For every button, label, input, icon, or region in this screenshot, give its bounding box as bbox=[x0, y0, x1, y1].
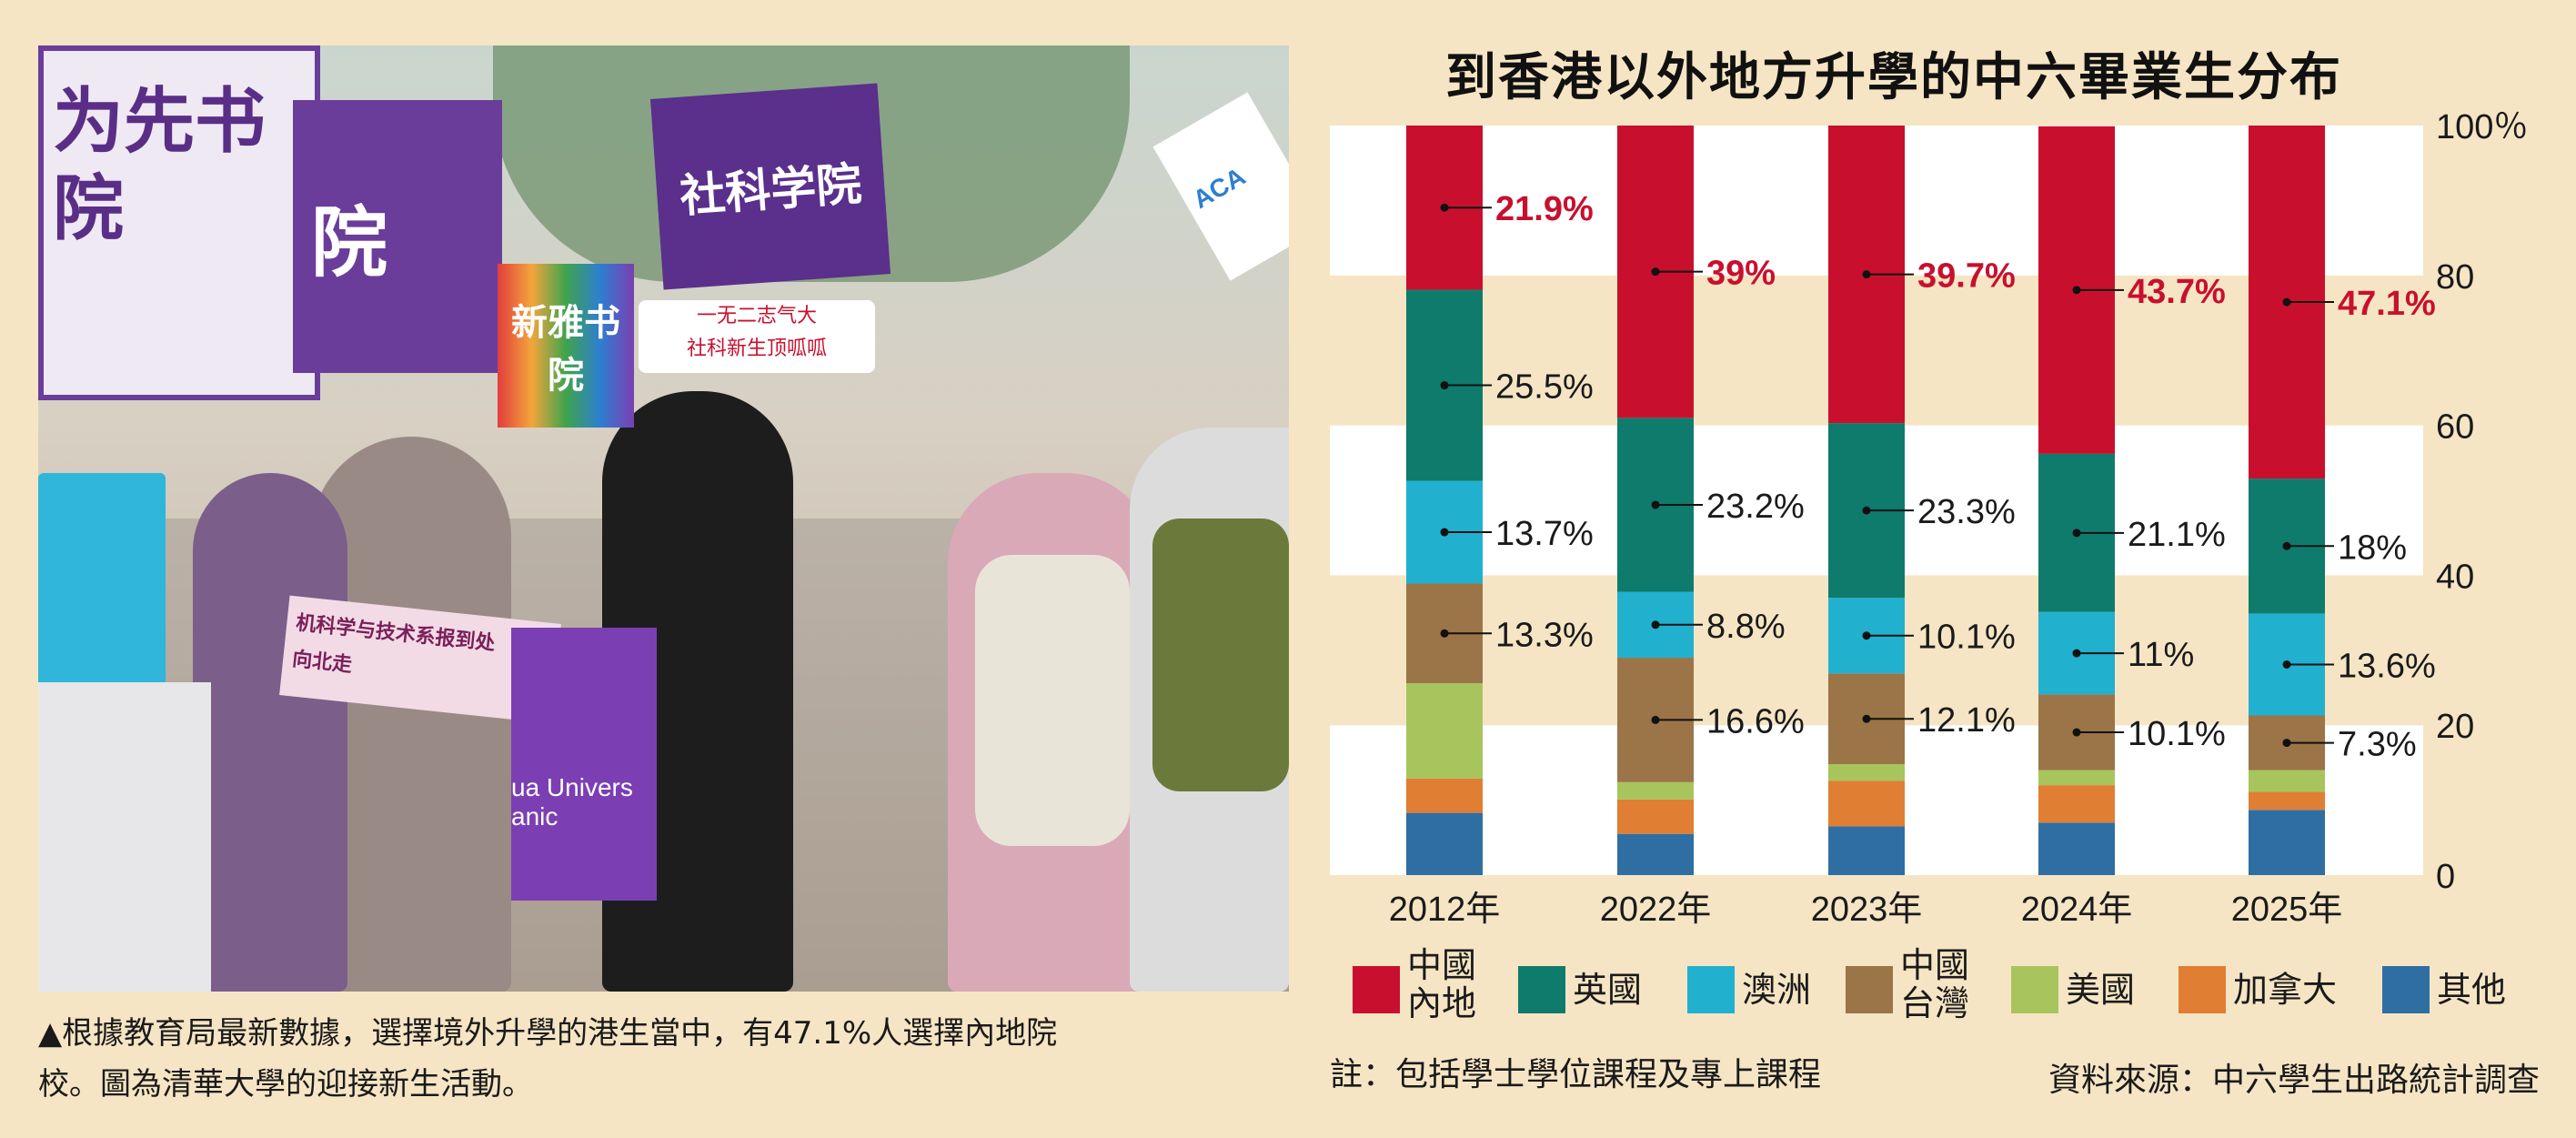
data-label-australia: 8.8% bbox=[1706, 608, 1786, 646]
x-tick-label: 2012年 bbox=[1389, 891, 1501, 929]
data-label-mainland: 47.1% bbox=[2338, 285, 2436, 323]
legend-swatch-taiwan bbox=[1846, 966, 1893, 1013]
banner-slogan: 一无二志气大 社科新生顶呱呱 bbox=[639, 300, 875, 373]
data-label-mainland: 39.7% bbox=[1917, 257, 2016, 296]
data-label-australia: 11% bbox=[2128, 636, 2194, 674]
legend-swatch-usa bbox=[2011, 966, 2058, 1013]
bar-segment-canada bbox=[2038, 785, 2115, 823]
data-label-taiwan: 7.3% bbox=[2338, 726, 2417, 764]
data-label-taiwan: 12.1% bbox=[1917, 701, 2016, 740]
bar-segment-usa bbox=[1828, 764, 1905, 781]
data-label-australia: 10.1% bbox=[1917, 619, 2016, 657]
sign-xianwei: 为先书院 bbox=[38, 45, 320, 400]
x-tick-label: 2022年 bbox=[1600, 891, 1712, 929]
y-tick-label: 80 bbox=[2436, 258, 2474, 297]
y-tick-label: 100％ bbox=[2436, 108, 2528, 146]
legend-label-mainland: 內地 bbox=[1407, 985, 1476, 1023]
y-tick-label: 40 bbox=[2436, 558, 2474, 596]
legend-swatch-mainland bbox=[1353, 966, 1400, 1013]
sign-yuan: 院 bbox=[293, 100, 502, 373]
legend-swatch-canada bbox=[2179, 966, 2226, 1013]
bar-segment-other bbox=[1828, 826, 1905, 875]
data-label-uk: 21.1% bbox=[2128, 516, 2226, 554]
x-tick-label: 2023年 bbox=[1811, 891, 1923, 929]
data-label-taiwan: 13.3% bbox=[1495, 616, 1594, 654]
x-tick-label: 2024年 bbox=[2021, 891, 2133, 929]
data-label-uk: 25.5% bbox=[1495, 368, 1594, 407]
caption-line-2: 校。圖為清華大學的迎接新生活動。 bbox=[38, 1066, 533, 1103]
legend-label-mainland: 中國 bbox=[1407, 947, 1476, 985]
legend-label-australia: 澳洲 bbox=[1742, 972, 1811, 1010]
data-label-mainland: 39% bbox=[1706, 255, 1776, 293]
bar-segment-canada bbox=[2249, 791, 2325, 811]
x-tick-label: 2025年 bbox=[2231, 891, 2343, 929]
legend-label-taiwan: 中國 bbox=[1900, 947, 1969, 985]
sign-xinya: 新雅书院 bbox=[498, 264, 634, 428]
bar-segment-canada bbox=[1617, 799, 1694, 834]
chart-note: 註：包括學士學位課程及專上課程 bbox=[1330, 1056, 1822, 1093]
legend-label-taiwan: 台灣 bbox=[1900, 985, 1969, 1023]
legend-label-other: 其他 bbox=[2437, 972, 2506, 1010]
legend-swatch-uk bbox=[1518, 966, 1565, 1013]
banner-tsinghua: ua Univers anic bbox=[511, 628, 657, 901]
bar-segment-usa bbox=[1406, 683, 1483, 779]
bar-segment-canada bbox=[1406, 778, 1483, 813]
data-label-mainland: 21.9% bbox=[1495, 190, 1594, 228]
legend-label-uk: 英國 bbox=[1573, 972, 1642, 1010]
chart-title: 到香港以外地方升學的中六畢業生分布 bbox=[1445, 48, 2342, 107]
data-label-australia: 13.6% bbox=[2338, 647, 2436, 685]
data-label-uk: 23.2% bbox=[1706, 488, 1805, 526]
y-tick-label: 60 bbox=[2436, 408, 2474, 447]
bar-segment-canada bbox=[1828, 780, 1905, 827]
data-label-uk: 18% bbox=[2338, 529, 2407, 567]
legend-swatch-australia bbox=[1687, 966, 1735, 1013]
data-label-uk: 23.3% bbox=[1917, 493, 2016, 531]
bar-segment-other bbox=[1617, 833, 1694, 875]
data-label-taiwan: 16.6% bbox=[1706, 702, 1805, 740]
legend-swatch-other bbox=[2382, 966, 2430, 1013]
data-label-mainland: 43.7% bbox=[2128, 273, 2226, 311]
bar-segment-other bbox=[2249, 810, 2325, 875]
bar-segment-usa bbox=[2038, 770, 2115, 786]
news-photo: 为先书院 院 社科学院 新雅书院 一无二志气大 社科新生顶呱呱 机科学与技术系报… bbox=[38, 45, 1289, 992]
y-tick-label: 0 bbox=[2436, 858, 2455, 896]
bar-segment-usa bbox=[1617, 781, 1694, 800]
bar-segment-other bbox=[2038, 822, 2115, 875]
caption-line-1: ▲根據教育局最新數據，選擇境外升學的港生當中，有47.1%人選擇內地院 bbox=[38, 1015, 1058, 1052]
legend-label-canada: 加拿大 bbox=[2233, 972, 2337, 1010]
data-label-taiwan: 10.1% bbox=[2128, 715, 2226, 753]
chart-source: 資料來源：中六學生出路統計調查 bbox=[2048, 1062, 2540, 1099]
bar-segment-usa bbox=[2249, 770, 2325, 792]
legend-label-usa: 美國 bbox=[2066, 972, 2135, 1010]
y-tick-label: 20 bbox=[2436, 708, 2474, 746]
bar-segment-other bbox=[1406, 812, 1483, 875]
data-label-australia: 13.7% bbox=[1495, 515, 1594, 553]
photo-caption: ▲根據教育局最新數據，選擇境外升學的港生當中，有47.1%人選擇內地院 校。圖為… bbox=[38, 1008, 1303, 1110]
